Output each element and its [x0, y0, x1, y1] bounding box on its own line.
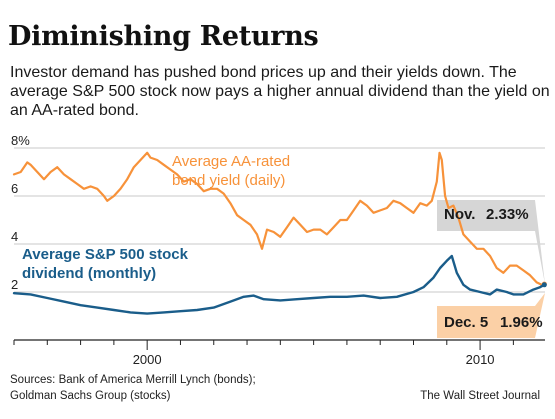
- chart-subtitle: Investor demand has pushed bond prices u…: [10, 64, 550, 119]
- sources-note: Sources: Bank of America Merrill Lynch (…: [10, 372, 256, 404]
- axis-ticks: 2000 2010: [13, 340, 514, 367]
- y-tick-label: 4: [11, 229, 18, 244]
- x-tick-label: 2000: [133, 352, 162, 367]
- callout-bond-value: 2.33%: [486, 206, 529, 223]
- bond-yield-line: [12, 151, 546, 286]
- series-lines: [12, 151, 547, 315]
- bond-series-label-line-2: bond yield (daily): [172, 172, 285, 189]
- callouts: [437, 200, 545, 338]
- callout-dividend-box: [437, 292, 545, 338]
- y-tick-label: 6: [11, 181, 18, 196]
- sources-line-1: Sources: Bank of America Merrill Lynch (…: [10, 374, 256, 386]
- dividend-endpoint-marker: [541, 282, 547, 288]
- dividend-series-label-line-2: dividend (monthly): [22, 265, 156, 282]
- y-tick-label: 2: [11, 277, 18, 292]
- callout-dividend-value: 1.96%: [500, 314, 543, 331]
- callout-bond-box: [437, 200, 545, 285]
- dividend-yield-line: [12, 254, 546, 315]
- dividend-series-label-line-1: Average S&P 500 stock: [22, 246, 189, 263]
- callout-dividend-prefix: Dec. 5: [444, 314, 488, 331]
- gridlines: 2 4 6 8%: [11, 133, 545, 341]
- callout-bond-prefix: Nov.: [444, 206, 475, 223]
- bond-series-label-line-1: Average AA-rated: [172, 153, 290, 170]
- y-tick-label: 8%: [11, 133, 30, 148]
- publisher-credit: The Wall Street Journal: [420, 390, 540, 402]
- x-tick-label: 2010: [466, 352, 495, 367]
- sources-line-2: Goldman Sachs Group (stocks): [10, 390, 171, 402]
- chart-title: Diminishing Returns: [8, 21, 319, 52]
